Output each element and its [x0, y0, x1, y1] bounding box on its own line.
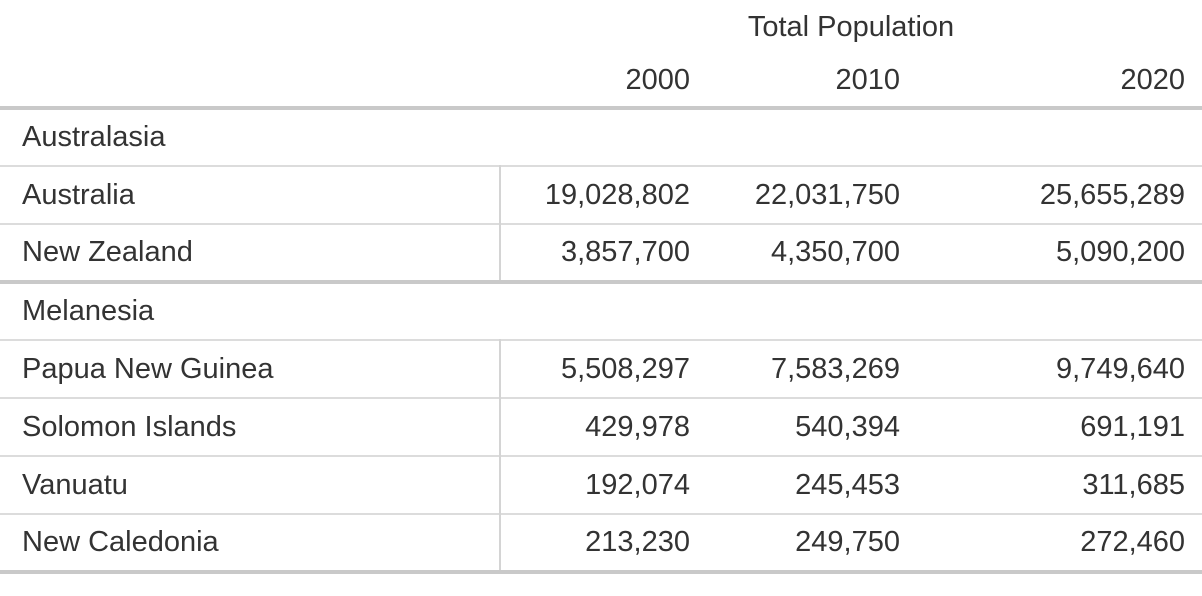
group-row-melanesia: Melanesia [0, 282, 1202, 340]
row-label: Australia [0, 166, 501, 224]
cell-value: 272,460 [1080, 526, 1186, 558]
row-label: New Caledonia [0, 514, 501, 572]
row-label: Vanuatu [0, 456, 501, 514]
cell-value: 3,857,700 [560, 236, 690, 268]
cell-value: 192,074 [585, 468, 690, 501]
year-header-row: 2000 2010 2020 [0, 54, 1202, 108]
table-row-new-zealand: New Zealand 3,857,700 4,350,700 5,090,20… [0, 224, 1202, 282]
group-row-australasia: Australasia [0, 108, 1202, 166]
population-table: Total Population 2000 2010 2020 Australa… [0, 0, 1202, 574]
year-header-2010: 2010 [835, 63, 900, 96]
table-header: Total Population 2000 2010 2020 [0, 0, 1202, 108]
cell-value: 7,583,269 [770, 352, 900, 385]
table-body: Australasia Australia 19,028,802 22,031,… [0, 108, 1202, 572]
row-label: Papua New Guinea [0, 340, 501, 398]
table-row-new-caledonia: New Caledonia 213,230 249,750 272,460 [0, 514, 1202, 572]
table-row-australia: Australia 19,028,802 22,031,750 25,655,2… [0, 166, 1202, 224]
cell-value: 4,350,700 [770, 236, 900, 268]
row-label: New Zealand [0, 224, 501, 282]
group-label: Melanesia [22, 295, 155, 327]
cell-value: 311,685 [1082, 468, 1186, 501]
table-row-papua-new-guinea: Papua New Guinea 5,508,297 7,583,269 9,7… [0, 340, 1202, 398]
cell-value: 19,028,802 [544, 178, 690, 211]
cell-value: 5,508,297 [560, 352, 690, 385]
cell-value: 22,031,750 [754, 178, 900, 211]
year-header-2000: 2000 [625, 63, 690, 96]
table-row-vanuatu: Vanuatu 192,074 245,453 311,685 [0, 456, 1202, 514]
corner-blank [0, 0, 500, 54]
label-column-blank [0, 54, 500, 108]
cell-value: 25,655,289 [1039, 178, 1186, 211]
row-label: Solomon Islands [0, 398, 501, 456]
cell-value: 429,978 [585, 410, 690, 443]
cell-value: 9,749,640 [1056, 352, 1186, 385]
cell-value: 249,750 [795, 526, 900, 558]
cell-value: 213,230 [585, 526, 690, 558]
spanner-row: Total Population [0, 0, 1202, 54]
group-label: Australasia [22, 121, 166, 153]
cell-value: 691,191 [1080, 410, 1186, 443]
year-header-2020: 2020 [1120, 63, 1186, 96]
table-row-solomon-islands: Solomon Islands 429,978 540,394 691,191 [0, 398, 1202, 456]
cell-value: 5,090,200 [1056, 236, 1186, 268]
cell-value: 245,453 [795, 468, 900, 501]
table-title: Total Population [747, 10, 955, 43]
cell-value: 540,394 [795, 410, 900, 443]
